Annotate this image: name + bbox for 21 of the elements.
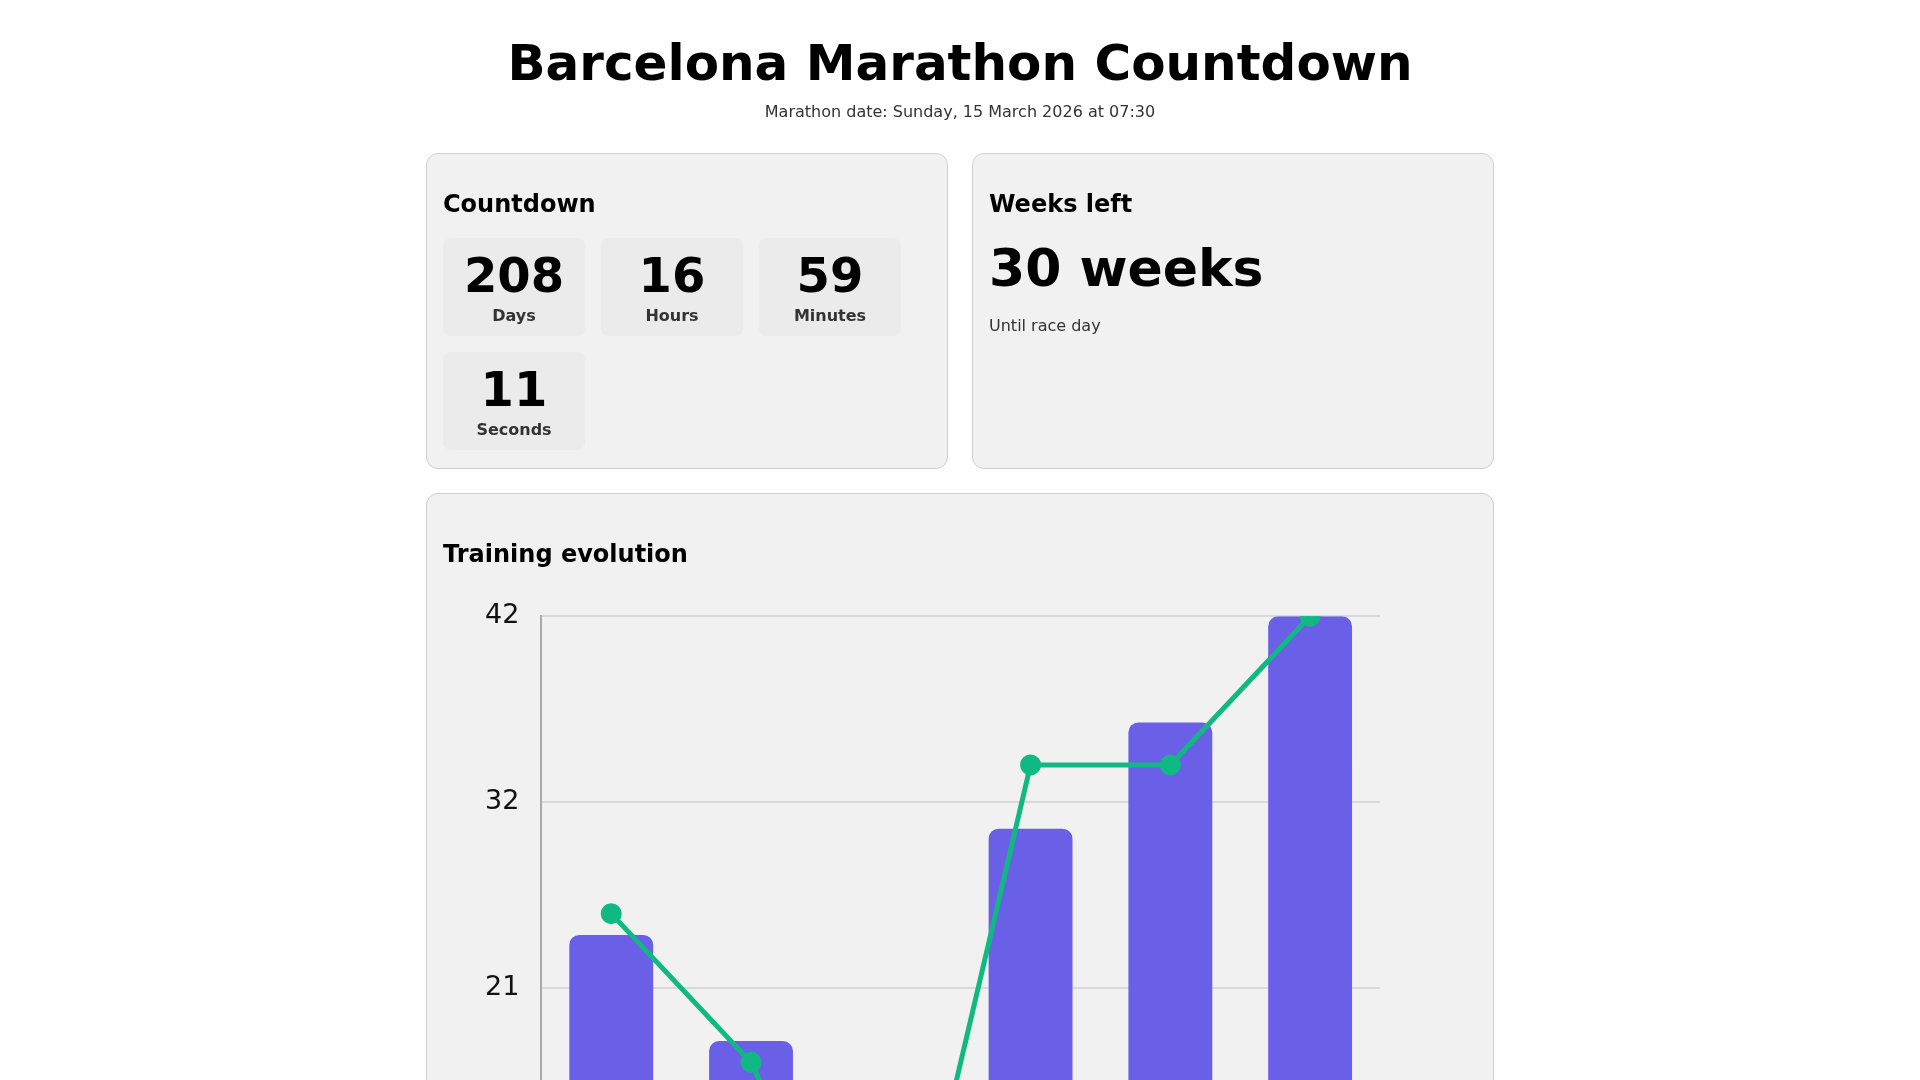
y-tick-label: 32 xyxy=(485,784,520,816)
data-label: 11 xyxy=(479,360,549,419)
category-label: Minutes xyxy=(792,306,868,325)
point xyxy=(1159,754,1181,776)
category-label: Seconds xyxy=(475,420,553,439)
text: 30 weeks xyxy=(989,238,1265,298)
y-tick-label: 21 xyxy=(485,970,520,1002)
text: Weeks left xyxy=(989,190,1134,218)
text: Until race day xyxy=(989,316,1102,335)
data-label: 59 xyxy=(795,246,865,305)
text: Marathon date: Sunday, 15 March 2026 at 07:30 xyxy=(763,102,1157,121)
text: Barcelona Marathon Countdown xyxy=(506,33,1414,92)
category-label: Days xyxy=(491,306,537,325)
text: Countdown xyxy=(443,190,597,218)
y-tick-label: 42 xyxy=(485,598,520,630)
point xyxy=(600,903,622,925)
category-label: Hours xyxy=(644,306,700,325)
point xyxy=(1020,754,1042,776)
data-label: 16 xyxy=(637,246,707,305)
data-label: 208 xyxy=(462,246,566,305)
chart-title: Training evolution xyxy=(443,540,689,568)
